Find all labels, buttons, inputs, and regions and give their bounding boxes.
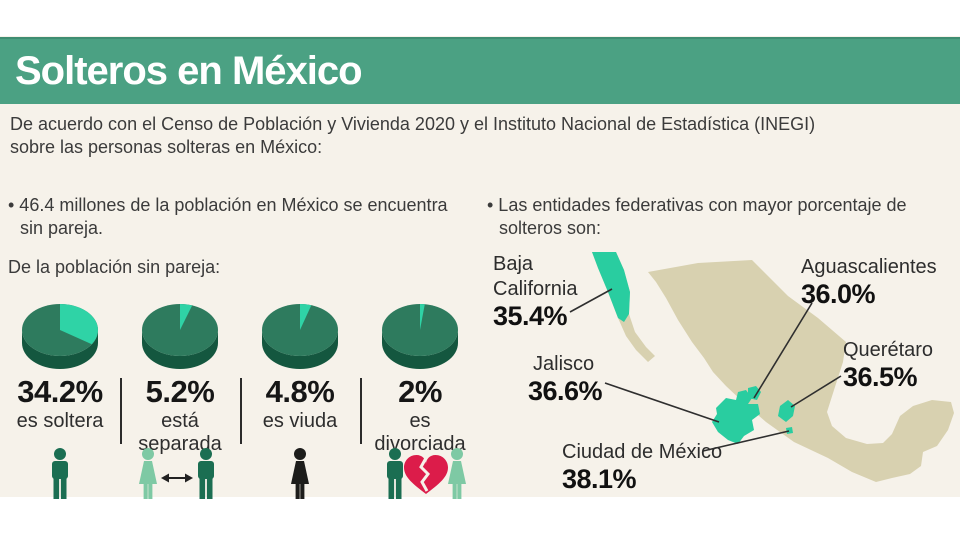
state-name: Jalisco [533, 353, 595, 375]
pie-chart-divorciada [382, 303, 458, 369]
bullet-population-singles: • 46.4 millones de la población en Méxic… [8, 195, 448, 238]
state-name: Ciudad de México [562, 441, 723, 463]
man-icon [52, 448, 68, 499]
map-label-baja-california: Baja California 35.4% [493, 252, 577, 331]
map-label-aguascalientes: Aguascalientes 36.0% [801, 255, 937, 309]
stat-label: está separada [138, 410, 222, 455]
stat-value: 2% [398, 374, 442, 409]
map-label-queretaro: Querétaro 36.5% [843, 338, 933, 392]
stat-value: 34.2% [17, 374, 103, 409]
state-pct: 36.0% [801, 279, 876, 309]
broken-heart-icon [404, 455, 448, 494]
stat-divider [240, 378, 242, 444]
stat-soltera: 34.2% es soltera [1, 376, 119, 433]
map-label-jalisco: Jalisco 36.6% [528, 352, 603, 406]
map-state-baja-california [592, 252, 630, 322]
pie-chart-separada [142, 304, 218, 369]
intro-text: De acuerdo con el Censo de Población y V… [10, 114, 816, 157]
stat-value: 5.2% [145, 374, 215, 409]
stat-viuda: 4.8% es viuda [241, 376, 359, 433]
woman-icon [448, 448, 466, 499]
widow-woman-icon [291, 448, 309, 499]
state-pct: 35.4% [493, 301, 568, 331]
stat-label: es soltera [16, 410, 104, 432]
stat-divider [120, 378, 122, 444]
map-label-cdmx: Ciudad de México 38.1% [562, 440, 722, 494]
header-bar [0, 37, 960, 104]
bullet-states: • Las entidades federativas con mayor po… [487, 195, 907, 238]
man-icon [387, 448, 403, 499]
pie-chart-soltera [22, 304, 98, 369]
stat-divider [360, 378, 362, 444]
state-name: Baja California [493, 253, 578, 300]
woman-icon [139, 448, 157, 499]
map-state-cdmx [786, 427, 793, 434]
stat-value: 4.8% [265, 374, 335, 409]
pie-chart-viuda [262, 304, 338, 369]
stat-label: es viuda [262, 410, 338, 432]
state-name: Querétaro [843, 339, 934, 361]
subtitle-population: De la población sin pareja: [8, 257, 221, 277]
page-title: Solteros en México [15, 49, 363, 93]
separated-couple-icons [139, 448, 214, 499]
state-pct: 38.1% [562, 464, 637, 494]
stat-divorciada: 2% es divorciada [361, 376, 479, 456]
state-name: Aguascalientes [801, 256, 937, 278]
stat-separada: 5.2% está separada [121, 376, 239, 456]
man-icon [198, 448, 214, 499]
state-pct: 36.5% [843, 362, 918, 392]
divorced-couple-icons [387, 448, 466, 499]
left-right-arrow-icon [161, 473, 193, 483]
state-pct: 36.6% [528, 376, 603, 406]
